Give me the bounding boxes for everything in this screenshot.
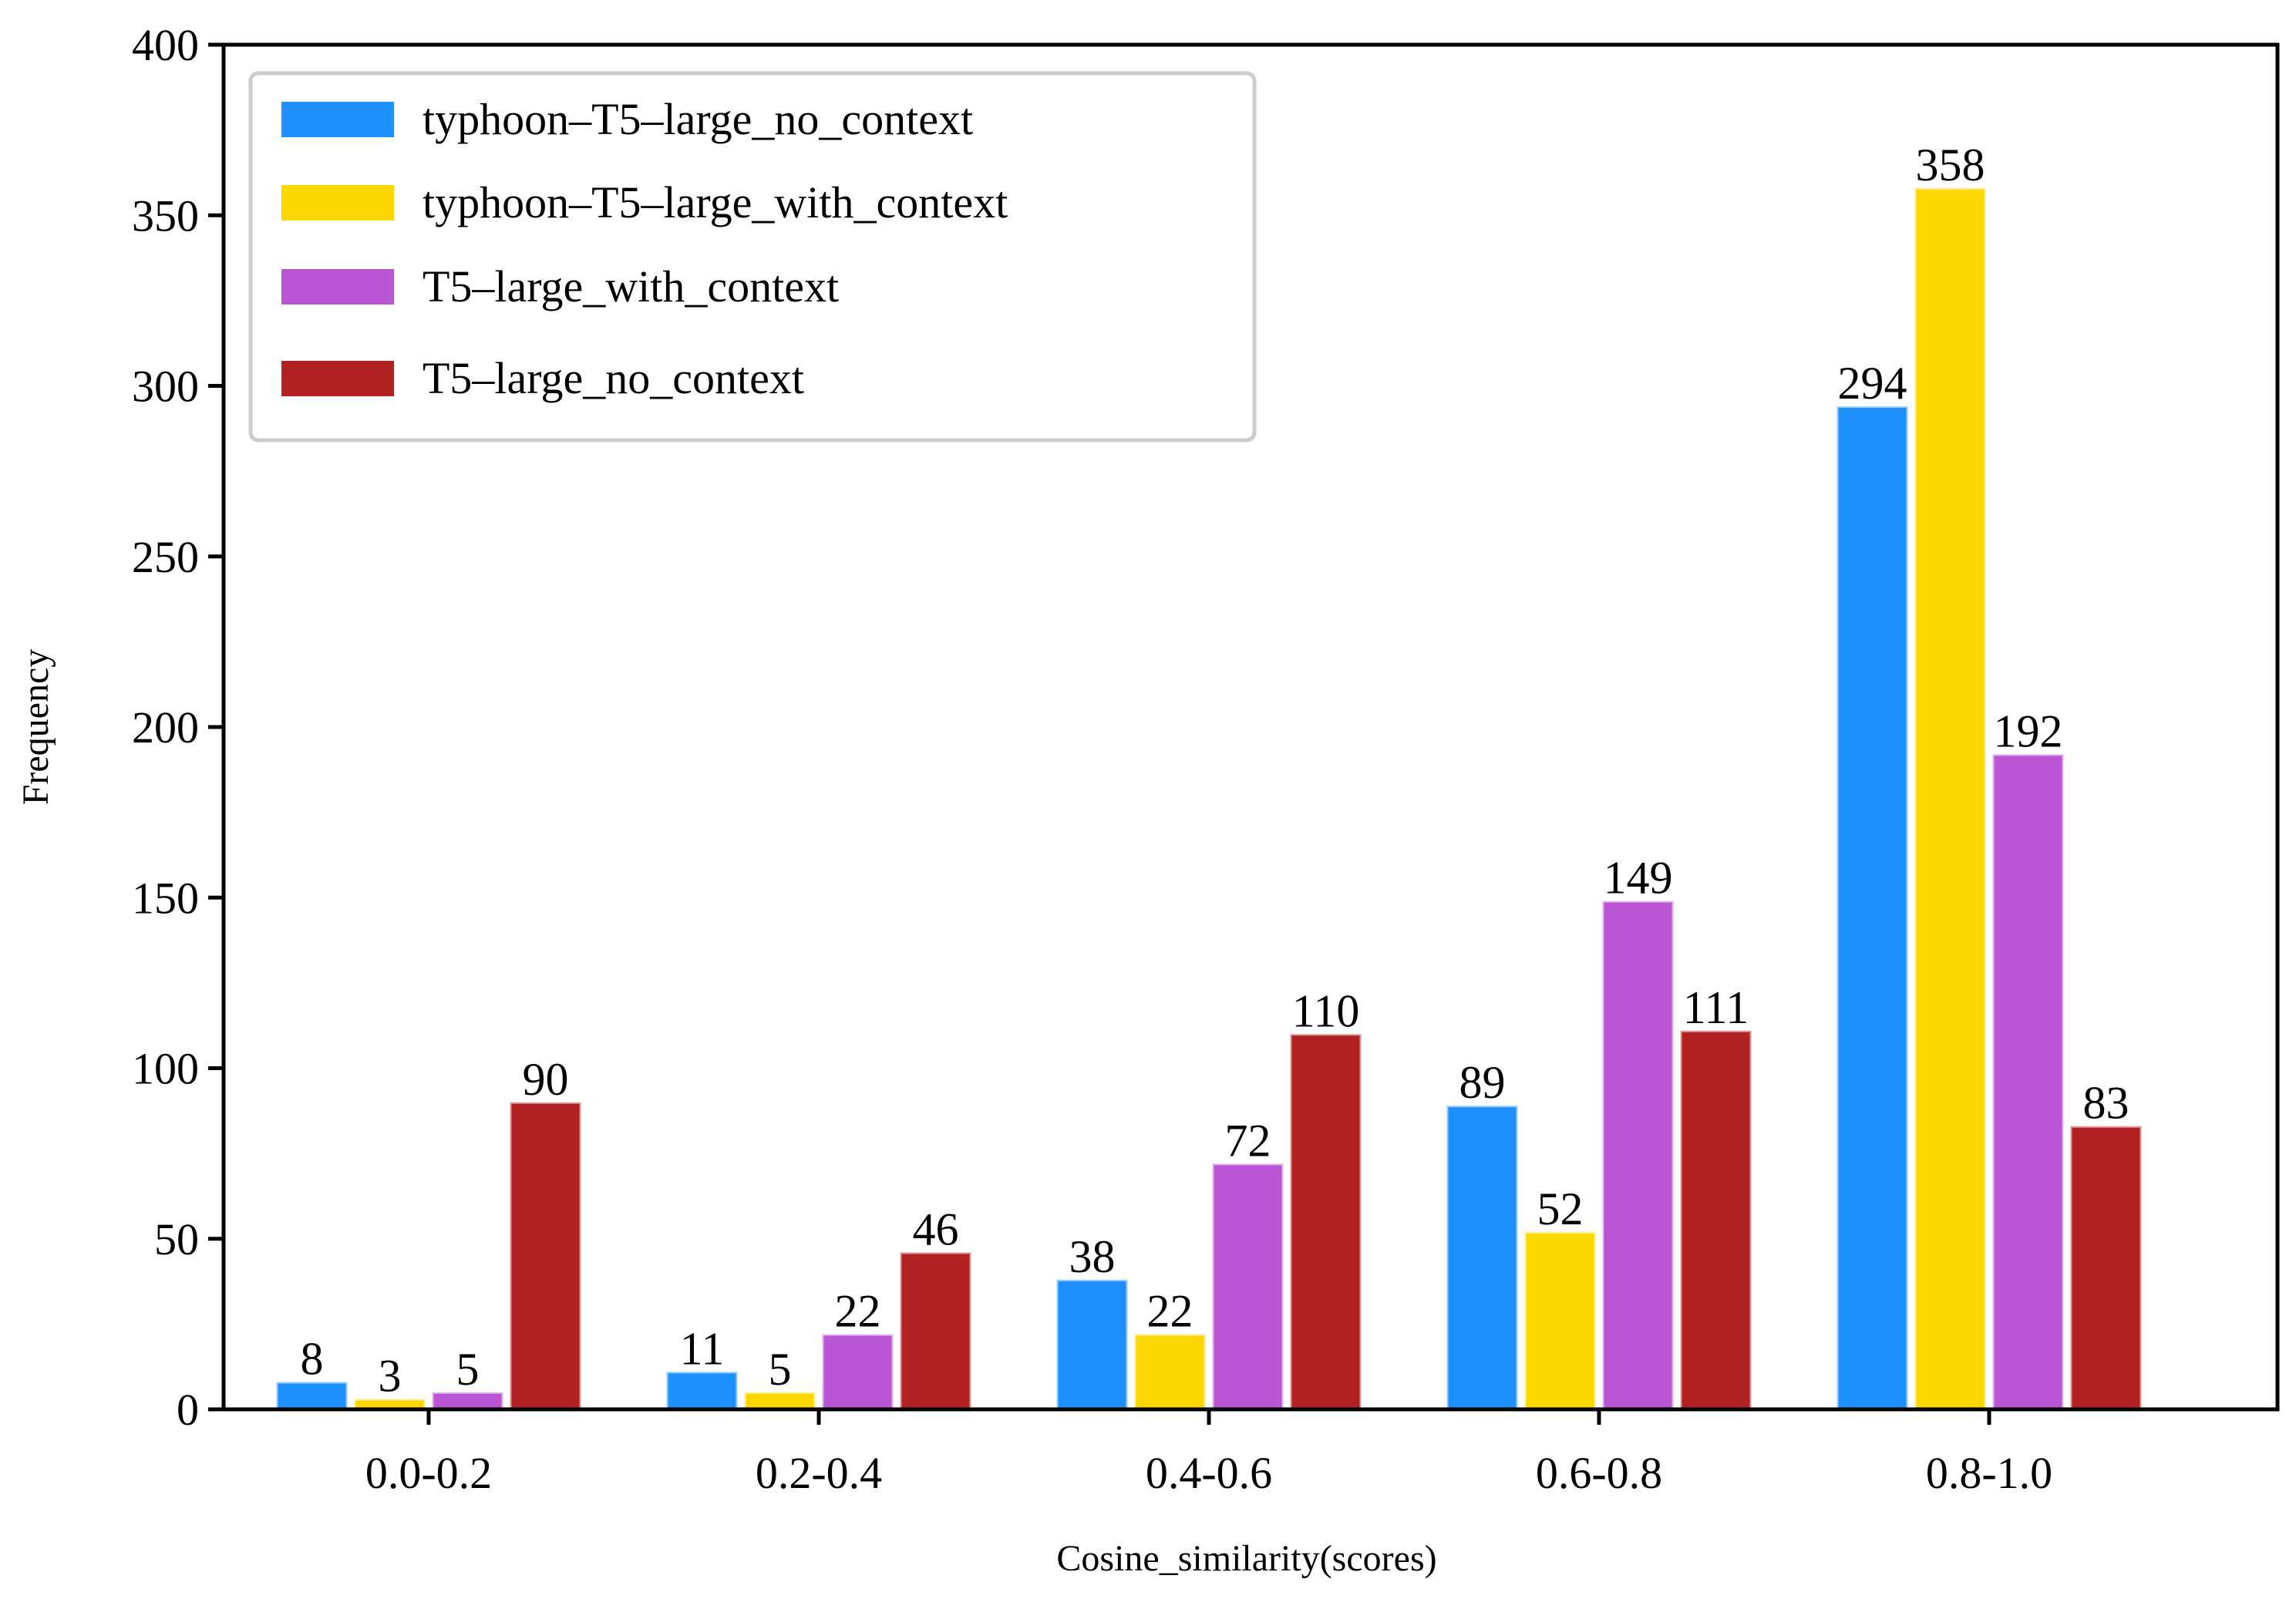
- bar-value-label: 72: [1225, 1115, 1271, 1166]
- bar-value-label: 294: [1838, 358, 1907, 409]
- bar: [1210, 1162, 1285, 1412]
- bar-value-label: 46: [913, 1203, 959, 1254]
- bar: [1445, 1104, 1520, 1412]
- bar: [665, 1370, 739, 1411]
- bar: [1133, 1332, 1207, 1412]
- bar: [898, 1251, 973, 1411]
- y-axis: 0 50 100 150 200 250 300 350 400: [132, 20, 224, 1435]
- y-tick-label: 400: [132, 20, 199, 70]
- x-tick-label: 0.0-0.2: [365, 1448, 492, 1498]
- y-tick-label: 350: [132, 190, 199, 241]
- x-tick-label: 0.2-0.4: [756, 1448, 882, 1498]
- bar-value-label: 11: [680, 1323, 725, 1374]
- bar-value-label: 38: [1069, 1231, 1116, 1282]
- y-tick-label: 250: [132, 532, 199, 582]
- y-tick-label: 200: [132, 702, 199, 752]
- bar-value-label: 8: [301, 1334, 324, 1385]
- bar: [1288, 1032, 1363, 1411]
- x-axis-title: Cosine_similarity(scores): [1056, 1538, 1436, 1579]
- bar: [742, 1390, 817, 1411]
- legend-swatch: [281, 269, 394, 305]
- y-tick-label: 0: [177, 1385, 199, 1435]
- legend-swatch: [281, 102, 394, 137]
- y-tick-label: 150: [132, 873, 199, 923]
- bar: [1835, 405, 1910, 1411]
- legend-swatch: [281, 361, 394, 396]
- legend-swatch: [281, 185, 394, 220]
- legend-label: typhoon–T5–large_with_context: [423, 177, 1008, 227]
- y-tick-label: 300: [132, 362, 199, 412]
- bar: [1055, 1278, 1129, 1411]
- bar-value-label: 149: [1604, 853, 1673, 904]
- bar-value-label: 110: [1292, 985, 1360, 1036]
- x-tick-label: 0.4-0.6: [1146, 1448, 1272, 1498]
- bar-value-label: 3: [379, 1351, 402, 1402]
- bar: [1678, 1028, 1753, 1411]
- legend-label: T5–large_with_context: [423, 261, 839, 311]
- bar: [430, 1390, 505, 1411]
- bar-value-label: 22: [835, 1286, 881, 1337]
- y-axis-title: Frequency: [15, 649, 56, 806]
- bar-value-label: 111: [1683, 982, 1749, 1033]
- legend-frame: [248, 71, 1257, 443]
- bars-group: [274, 186, 2143, 1412]
- x-axis: 0.0-0.2 0.2-0.4 0.4-0.6 0.6-0.8 0.8-1.0: [365, 1409, 2052, 1498]
- x-tick-label: 0.6-0.8: [1536, 1448, 1662, 1498]
- legend-label: T5–large_no_context: [423, 353, 804, 403]
- bar-value-label: 5: [769, 1344, 792, 1395]
- y-tick-label: 50: [154, 1214, 199, 1264]
- bar-value-label: 83: [2083, 1078, 2129, 1129]
- bar: [1601, 899, 1675, 1412]
- bar: [820, 1332, 895, 1412]
- bar-value-label: 358: [1916, 140, 1985, 190]
- legend-label: typhoon–T5–large_no_context: [423, 94, 973, 144]
- bar: [508, 1100, 583, 1411]
- bar-value-label: 22: [1147, 1286, 1193, 1337]
- bar: [274, 1380, 349, 1411]
- y-tick-label: 100: [132, 1044, 199, 1094]
- bar-value-label: 90: [523, 1054, 569, 1105]
- bar-value-label: 52: [1537, 1183, 1584, 1234]
- bar: [1523, 1230, 1597, 1412]
- bar-value-label: 5: [456, 1344, 480, 1395]
- bar-value-label: 192: [1994, 705, 2063, 756]
- legend: typhoon–T5–large_no_context typhoon–T5–la…: [248, 71, 1257, 443]
- bar: [2069, 1124, 2143, 1411]
- bar: [1913, 186, 1988, 1412]
- bar: [1991, 752, 2065, 1411]
- x-tick-label: 0.8-1.0: [1926, 1448, 2052, 1498]
- bar-value-label: 89: [1459, 1057, 1506, 1108]
